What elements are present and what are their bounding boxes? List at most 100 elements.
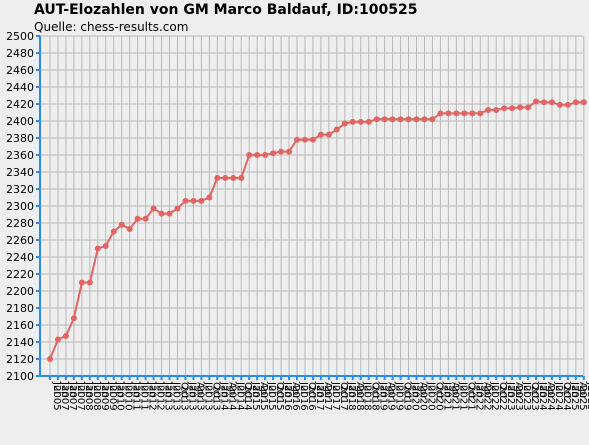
x-tick-label: Jul 2005 bbox=[51, 381, 62, 411]
data-point bbox=[317, 131, 324, 138]
data-point bbox=[341, 120, 348, 127]
x-tick-label: Jan 2016 bbox=[282, 381, 293, 411]
data-point bbox=[126, 225, 133, 232]
data-point bbox=[405, 116, 412, 123]
data-point bbox=[421, 116, 428, 123]
x-tick-label: Apr 2020 bbox=[418, 382, 429, 411]
data-point bbox=[230, 174, 237, 181]
x-tick-label: Jan 2012 bbox=[147, 381, 158, 411]
y-tick-label: 2300 bbox=[6, 200, 34, 213]
x-tick-label: Jul 2014 bbox=[234, 381, 245, 411]
data-point bbox=[54, 336, 61, 343]
data-point bbox=[493, 106, 500, 113]
x-tick-label: Jan 2008 bbox=[83, 381, 94, 411]
y-tick-label: 2440 bbox=[6, 81, 34, 94]
x-tick-label: Jul 2008 bbox=[91, 381, 102, 411]
x-tick-label: Apr 2022 bbox=[481, 382, 492, 411]
data-point bbox=[397, 116, 404, 123]
x-tick-label: Apr 2024 bbox=[545, 382, 556, 411]
data-point bbox=[477, 110, 484, 117]
data-point bbox=[110, 228, 117, 235]
data-point bbox=[564, 101, 571, 108]
data-point bbox=[389, 116, 396, 123]
data-point bbox=[150, 205, 157, 212]
x-tick-label: Jan 2021 bbox=[441, 381, 452, 411]
y-tick-label: 2280 bbox=[6, 217, 34, 230]
x-tick-label: Apr 2025 bbox=[577, 382, 588, 411]
data-point bbox=[533, 98, 540, 105]
x-tick-label: Jul 2010 bbox=[123, 381, 134, 411]
x-tick-label: Apr 2018 bbox=[354, 382, 365, 411]
x-tick-label: Oct 2021 bbox=[465, 382, 476, 411]
y-tick-label: 2220 bbox=[6, 268, 34, 281]
data-point bbox=[349, 118, 356, 125]
x-tick-label: Jan 2024 bbox=[537, 381, 548, 411]
data-point bbox=[501, 105, 508, 112]
data-point bbox=[469, 110, 476, 117]
y-tick-label: 2460 bbox=[6, 64, 34, 77]
x-tick-label: Jul 2016 bbox=[298, 381, 309, 411]
x-tick-label: Oct 2022 bbox=[497, 382, 508, 411]
x-tick-label: Oct 2013 bbox=[178, 382, 189, 411]
data-point bbox=[278, 148, 285, 155]
x-tick-label: Jul 2022 bbox=[489, 381, 500, 411]
x-tick-label: Jan 2010 bbox=[115, 381, 126, 411]
x-tick-label: Jan 2009 bbox=[99, 381, 110, 411]
x-tick-label: Jul 2013 bbox=[202, 381, 213, 411]
y-tick-label: 2360 bbox=[6, 149, 34, 162]
data-point bbox=[206, 194, 213, 201]
y-tick-label: 2340 bbox=[6, 166, 34, 179]
y-tick-label: 2500 bbox=[6, 30, 34, 43]
data-point bbox=[174, 205, 181, 212]
chart-title: AUT-Elozahlen von GM Marco Baldauf, ID:1… bbox=[34, 2, 418, 18]
data-point bbox=[254, 152, 261, 158]
data-point bbox=[309, 136, 316, 143]
data-point bbox=[572, 99, 579, 106]
y-tick-label: 2420 bbox=[6, 98, 34, 111]
data-point bbox=[301, 136, 308, 143]
x-tick-label: Jul 2025 bbox=[585, 381, 589, 411]
y-tick-label: 2160 bbox=[6, 319, 34, 332]
x-tick-label: Jul 2015 bbox=[266, 381, 277, 411]
data-point bbox=[94, 245, 101, 252]
y-tick-label: 2320 bbox=[6, 183, 34, 196]
x-tick-label: Jul 2007 bbox=[75, 381, 86, 411]
y-axis: 2100 2120 2140 2160 2180 2200 2220 2240 2260 2280… bbox=[6, 30, 41, 383]
data-point bbox=[509, 105, 516, 112]
data-point bbox=[270, 150, 277, 157]
grid-lines bbox=[40, 35, 585, 377]
x-tick-label: Jan 2007 bbox=[59, 381, 70, 411]
x-tick-label: Jan 2025 bbox=[569, 381, 580, 411]
x-tick-label: Jul 2013 bbox=[171, 381, 182, 411]
x-tick-label: Jan 2013 bbox=[186, 381, 197, 411]
data-point bbox=[70, 315, 77, 322]
x-tick-label: Apr 2014 bbox=[226, 382, 237, 411]
data-point bbox=[86, 279, 93, 286]
data-point bbox=[485, 106, 492, 113]
y-tick-label: 2400 bbox=[6, 115, 34, 128]
x-tick-label: Jan 2022 bbox=[473, 381, 484, 411]
x-tick-label: Jan 2015 bbox=[250, 381, 261, 411]
data-point bbox=[158, 210, 165, 217]
data-point bbox=[62, 333, 69, 340]
data-point bbox=[525, 104, 532, 111]
data-point bbox=[182, 197, 189, 204]
data-point bbox=[365, 118, 372, 125]
x-tick-label: Oct 2013 bbox=[210, 382, 221, 411]
data-point bbox=[102, 242, 109, 249]
x-tick-label: Oct 2023 bbox=[529, 382, 540, 411]
data-point bbox=[548, 99, 555, 106]
y-tick-label: 2480 bbox=[6, 47, 34, 60]
x-tick-label: Jul 2018 bbox=[362, 381, 373, 411]
x-tick-label: Jul 2024 bbox=[553, 381, 564, 411]
data-point bbox=[134, 215, 141, 222]
x-tick-label: Apr 2016 bbox=[290, 382, 301, 411]
data-point bbox=[333, 126, 340, 133]
x-tick-label: Jul 2017 bbox=[330, 381, 341, 411]
y-tick-label: 2180 bbox=[6, 302, 34, 315]
x-tick-label: Jul 2023 bbox=[521, 381, 532, 411]
y-tick-label: 2240 bbox=[6, 251, 34, 264]
data-point bbox=[461, 110, 468, 117]
x-tick-label: Oct 2020 bbox=[433, 382, 444, 411]
